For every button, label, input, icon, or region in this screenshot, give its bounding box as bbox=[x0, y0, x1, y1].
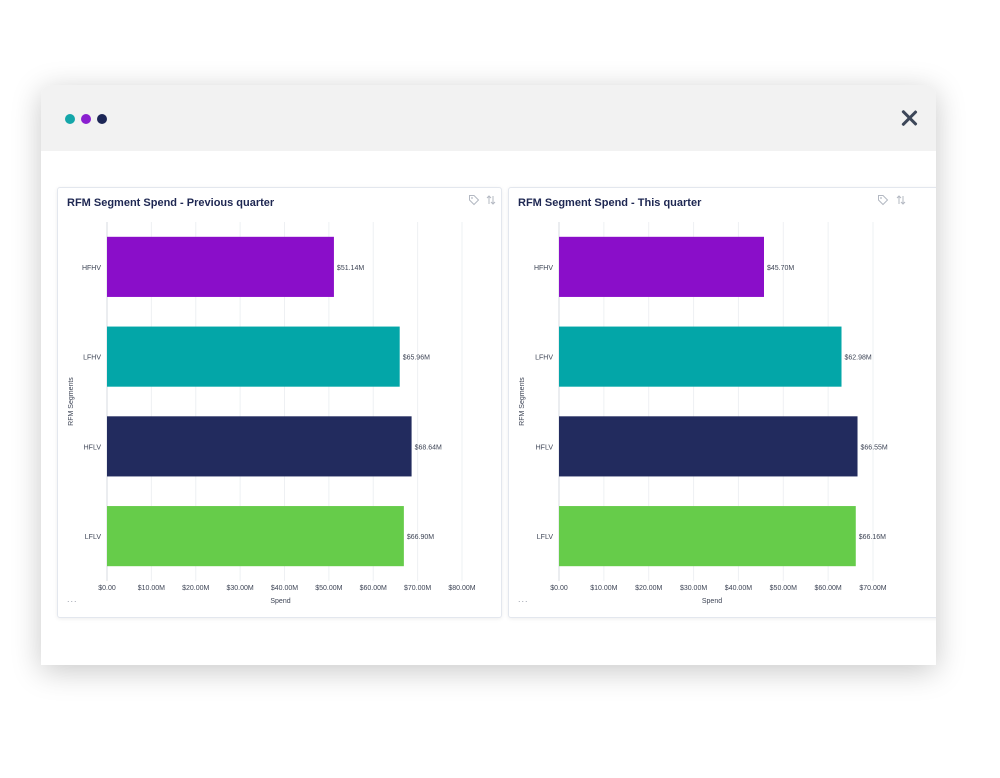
x-tick-label: $0.00 bbox=[98, 585, 116, 592]
data-label: $66.16M bbox=[859, 534, 886, 541]
x-tick-label: $10.00M bbox=[138, 585, 165, 592]
data-label: $51.14M bbox=[337, 265, 364, 272]
x-tick-label: $0.00 bbox=[550, 585, 568, 592]
data-label: $66.90M bbox=[407, 534, 434, 541]
navy-dot[interactable] bbox=[97, 114, 107, 124]
app-window: RFM Segment Spend - Previous quarter HFH… bbox=[41, 85, 936, 665]
x-tick-label: $20.00M bbox=[635, 585, 662, 592]
y-tick-label: HFLV bbox=[536, 444, 554, 451]
y-axis-label: RFM Segments bbox=[519, 377, 526, 426]
x-tick-label: $60.00M bbox=[815, 585, 842, 592]
sort-icon[interactable] bbox=[485, 194, 497, 206]
x-tick-label: $70.00M bbox=[404, 585, 431, 592]
x-tick-label: $50.00M bbox=[315, 585, 342, 592]
sort-icon[interactable] bbox=[895, 194, 907, 206]
x-tick-label: $40.00M bbox=[271, 585, 298, 592]
chart-panel-previous-quarter: RFM Segment Spend - Previous quarter HFH… bbox=[57, 187, 502, 618]
x-axis-label: Spend bbox=[270, 598, 290, 605]
bar-hfhv bbox=[107, 236, 334, 297]
y-tick-label: LFHV bbox=[83, 355, 101, 362]
data-label: $66.55M bbox=[861, 444, 888, 451]
panel-title: RFM Segment Spend - Previous quarter bbox=[67, 197, 275, 209]
x-tick-label: $20.00M bbox=[182, 585, 209, 592]
bar-hflv bbox=[559, 416, 858, 477]
tag-icon[interactable] bbox=[468, 194, 480, 206]
more-options[interactable]: ... bbox=[518, 594, 529, 604]
close-icon[interactable] bbox=[898, 107, 920, 129]
x-tick-label: $40.00M bbox=[725, 585, 752, 592]
data-label: $62.98M bbox=[845, 355, 872, 362]
x-tick-label: $10.00M bbox=[590, 585, 617, 592]
bar-chart: HFHV $51.14M LFHV $65.96M HFLV $68.64M LFLV $66… bbox=[68, 222, 476, 605]
more-options[interactable]: ... bbox=[67, 594, 78, 604]
y-tick-label: LFLV bbox=[537, 534, 554, 541]
y-tick-label: HFHV bbox=[82, 265, 101, 272]
bar-hfhv bbox=[559, 236, 764, 297]
x-tick-label: $50.00M bbox=[770, 585, 797, 592]
teal-dot[interactable] bbox=[65, 114, 75, 124]
data-label: $68.64M bbox=[415, 444, 442, 451]
x-tick-label: $60.00M bbox=[360, 585, 387, 592]
data-label: $45.70M bbox=[767, 265, 794, 272]
purple-dot[interactable] bbox=[81, 114, 91, 124]
y-tick-label: LFLV bbox=[85, 534, 102, 541]
title-bar bbox=[41, 85, 936, 151]
x-axis-label: Spend bbox=[702, 598, 722, 605]
bar-lflv bbox=[107, 506, 404, 567]
bar-lfhv bbox=[107, 326, 400, 387]
y-tick-label: HFLV bbox=[84, 444, 102, 451]
panel-title: RFM Segment Spend - This quarter bbox=[518, 197, 702, 209]
x-tick-label: $30.00M bbox=[680, 585, 707, 592]
tag-icon[interactable] bbox=[877, 194, 889, 206]
data-label: $65.96M bbox=[403, 355, 430, 362]
x-tick-label: $30.00M bbox=[227, 585, 254, 592]
y-tick-label: LFHV bbox=[535, 355, 553, 362]
y-tick-label: HFHV bbox=[534, 265, 553, 272]
bar-chart: HFHV $45.70M LFHV $62.98M HFLV $66.55M LFLV $66… bbox=[519, 222, 888, 605]
chart-panel-this-quarter: RFM Segment Spend - This quarter HFHV $45… bbox=[508, 187, 936, 618]
y-axis-label: RFM Segments bbox=[68, 377, 75, 426]
bar-lfhv bbox=[559, 326, 842, 387]
bar-lflv bbox=[559, 506, 856, 567]
bar-hflv bbox=[107, 416, 412, 477]
x-tick-label: $70.00M bbox=[859, 585, 886, 592]
x-tick-label: $80.00M bbox=[448, 585, 475, 592]
